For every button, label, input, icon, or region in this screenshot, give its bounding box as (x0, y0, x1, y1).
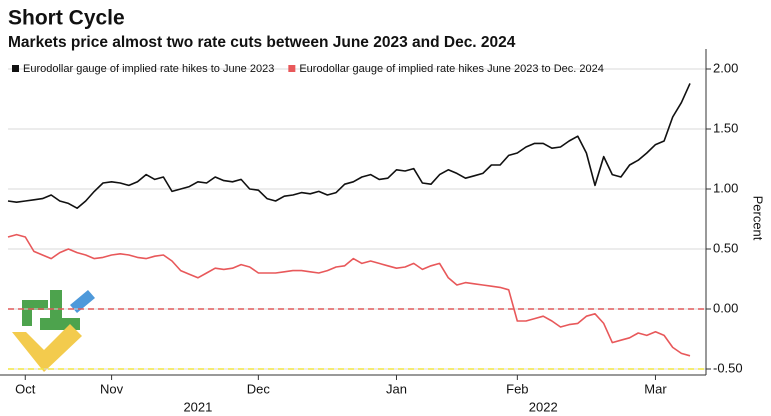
x-tick-label: Feb (506, 381, 528, 396)
series-line (7, 233, 691, 357)
legend-swatch (288, 65, 296, 72)
y-tick-label: 0.00 (713, 300, 738, 315)
legend-label: Eurodollar gauge of implied rate hikes J… (299, 63, 604, 75)
series-line (7, 83, 691, 209)
x-group-label: 2021 (183, 399, 212, 414)
x-tick-label: Oct (15, 381, 36, 396)
y-tick-label: 1.50 (713, 120, 738, 135)
chart-title: Short Cycle (8, 7, 125, 30)
chart-subtitle: Markets price almost two rate cuts betwe… (8, 34, 516, 51)
y-tick-label: 0.50 (713, 240, 738, 255)
legend-swatch (12, 65, 19, 72)
x-tick-label: Jan (386, 381, 407, 396)
x-group-label: 2022 (529, 399, 558, 414)
logo (12, 290, 95, 372)
y-axis-label: Percent (751, 196, 766, 241)
legend-label: Eurodollar gauge of implied rate hikes t… (23, 63, 274, 75)
x-tick-label: Mar (644, 381, 667, 396)
x-tick-label: Dec (247, 381, 271, 396)
y-tick-label: -0.50 (713, 360, 743, 375)
y-tick-label: 2.00 (713, 60, 738, 75)
y-tick-label: 1.00 (713, 180, 738, 195)
x-tick-label: Nov (100, 381, 124, 396)
